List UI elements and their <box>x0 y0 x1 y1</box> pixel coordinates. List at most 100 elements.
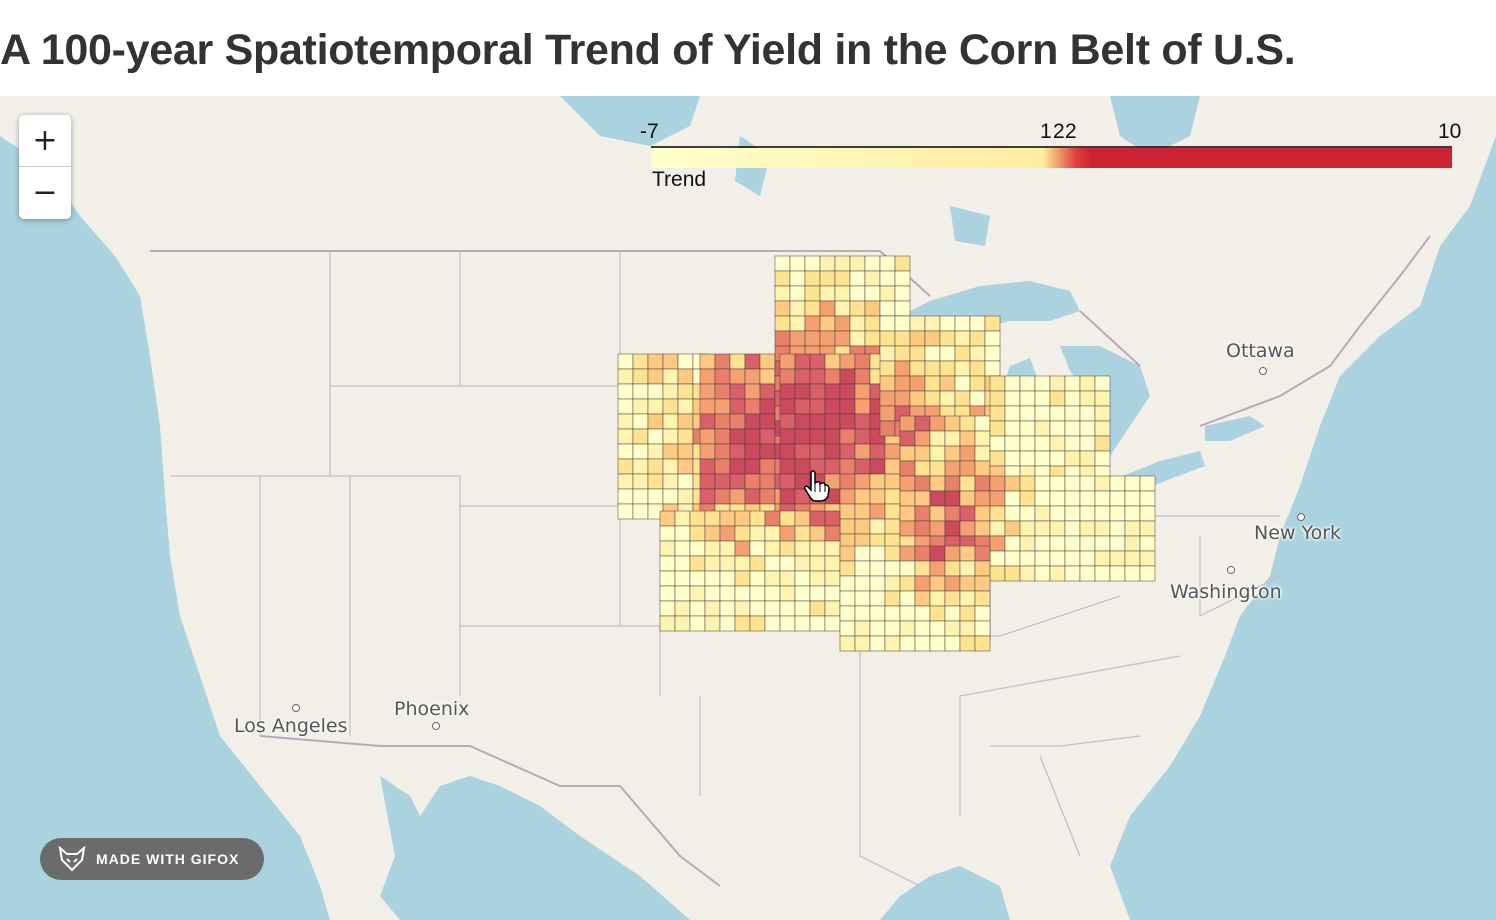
county-cell[interactable] <box>647 458 664 475</box>
county-cell[interactable] <box>1034 565 1051 582</box>
county-cell[interactable] <box>839 398 856 415</box>
county-cell[interactable] <box>869 503 886 520</box>
county-cell[interactable] <box>944 620 961 637</box>
county-cell[interactable] <box>714 368 731 385</box>
county-cell[interactable] <box>744 488 761 505</box>
county-cell[interactable] <box>899 445 916 462</box>
county-cell[interactable] <box>854 590 871 607</box>
county-cell[interactable] <box>1139 490 1156 507</box>
county-cell[interactable] <box>729 443 746 460</box>
county-cell[interactable] <box>929 475 946 492</box>
county-cell[interactable] <box>617 443 634 460</box>
county-cell[interactable] <box>989 450 1006 467</box>
county-cell[interactable] <box>974 505 991 522</box>
county-cell[interactable] <box>929 635 946 652</box>
county-cell[interactable] <box>959 560 976 577</box>
county-cell[interactable] <box>974 520 991 537</box>
county-cell[interactable] <box>647 428 664 445</box>
county-cell[interactable] <box>894 300 911 317</box>
county-cell[interactable] <box>869 560 886 577</box>
county-cell[interactable] <box>924 375 941 392</box>
county-cell[interactable] <box>849 285 866 302</box>
county-cell[interactable] <box>824 510 841 527</box>
county-cell[interactable] <box>714 353 731 370</box>
county-cell[interactable] <box>854 353 871 370</box>
county-cell[interactable] <box>954 315 971 332</box>
county-cell[interactable] <box>1079 520 1096 537</box>
county-cell[interactable] <box>804 270 821 287</box>
county-cell[interactable] <box>1094 405 1111 422</box>
county-cell[interactable] <box>974 635 991 652</box>
county-cell[interactable] <box>1049 450 1066 467</box>
county-cell[interactable] <box>734 615 751 632</box>
county-cell[interactable] <box>1139 520 1156 537</box>
county-cell[interactable] <box>1034 375 1051 392</box>
county-cell[interactable] <box>789 285 806 302</box>
county-cell[interactable] <box>704 585 721 602</box>
county-cell[interactable] <box>939 390 956 407</box>
county-cell[interactable] <box>854 443 871 460</box>
county-cell[interactable] <box>809 353 826 370</box>
county-cell[interactable] <box>954 360 971 377</box>
county-cell[interactable] <box>839 368 856 385</box>
county-cell[interactable] <box>869 635 886 652</box>
county-cell[interactable] <box>809 510 826 527</box>
county-cell[interactable] <box>854 458 871 475</box>
county-cell[interactable] <box>854 545 871 562</box>
county-cell[interactable] <box>854 383 871 400</box>
county-cell[interactable] <box>617 503 634 520</box>
county-cell[interactable] <box>617 428 634 445</box>
county-cell[interactable] <box>854 413 871 430</box>
county-cell[interactable] <box>839 473 856 490</box>
county-cell[interactable] <box>879 300 896 317</box>
county-cell[interactable] <box>632 398 649 415</box>
county-cell[interactable] <box>1109 490 1126 507</box>
county-cell[interactable] <box>914 460 931 477</box>
county-cell[interactable] <box>974 620 991 637</box>
county-cell[interactable] <box>779 570 796 587</box>
county-cell[interactable] <box>1019 565 1036 582</box>
county-cell[interactable] <box>677 428 694 445</box>
county-cell[interactable] <box>749 585 766 602</box>
county-cell[interactable] <box>989 565 1006 582</box>
county-cell[interactable] <box>779 473 796 490</box>
county-cell[interactable] <box>899 460 916 477</box>
county-cell[interactable] <box>1094 535 1111 552</box>
county-cell[interactable] <box>779 353 796 370</box>
county-cell[interactable] <box>1049 390 1066 407</box>
county-cell[interactable] <box>879 255 896 272</box>
county-cell[interactable] <box>864 330 881 347</box>
county-cell[interactable] <box>839 605 856 622</box>
county-cell[interactable] <box>647 398 664 415</box>
county-cell[interactable] <box>974 560 991 577</box>
map-container[interactable]: + − -7 1 2 2 10 Trend Ottawa <box>0 96 1496 920</box>
county-cell[interactable] <box>744 398 761 415</box>
county-cell[interactable] <box>794 615 811 632</box>
county-cell[interactable] <box>719 555 736 572</box>
county-cell[interactable] <box>734 585 751 602</box>
county-cell[interactable] <box>954 330 971 347</box>
county-cell[interactable] <box>1079 420 1096 437</box>
county-cell[interactable] <box>924 390 941 407</box>
county-cell[interactable] <box>809 570 826 587</box>
county-cell[interactable] <box>674 510 691 527</box>
county-cell[interactable] <box>1124 565 1141 582</box>
county-cell[interactable] <box>869 620 886 637</box>
county-cell[interactable] <box>854 488 871 505</box>
county-cell[interactable] <box>824 413 841 430</box>
county-cell[interactable] <box>659 555 676 572</box>
county-cell[interactable] <box>1049 475 1066 492</box>
county-cell[interactable] <box>989 405 1006 422</box>
county-cell[interactable] <box>759 353 776 370</box>
county-cell[interactable] <box>854 620 871 637</box>
county-cell[interactable] <box>899 430 916 447</box>
county-cell[interactable] <box>989 375 1006 392</box>
county-cell[interactable] <box>1004 435 1021 452</box>
county-cell[interactable] <box>909 315 926 332</box>
county-cell[interactable] <box>969 375 986 392</box>
county-cell[interactable] <box>1079 550 1096 567</box>
county-cell[interactable] <box>869 473 886 490</box>
county-cell[interactable] <box>734 570 751 587</box>
county-cell[interactable] <box>1019 405 1036 422</box>
county-cell[interactable] <box>824 368 841 385</box>
